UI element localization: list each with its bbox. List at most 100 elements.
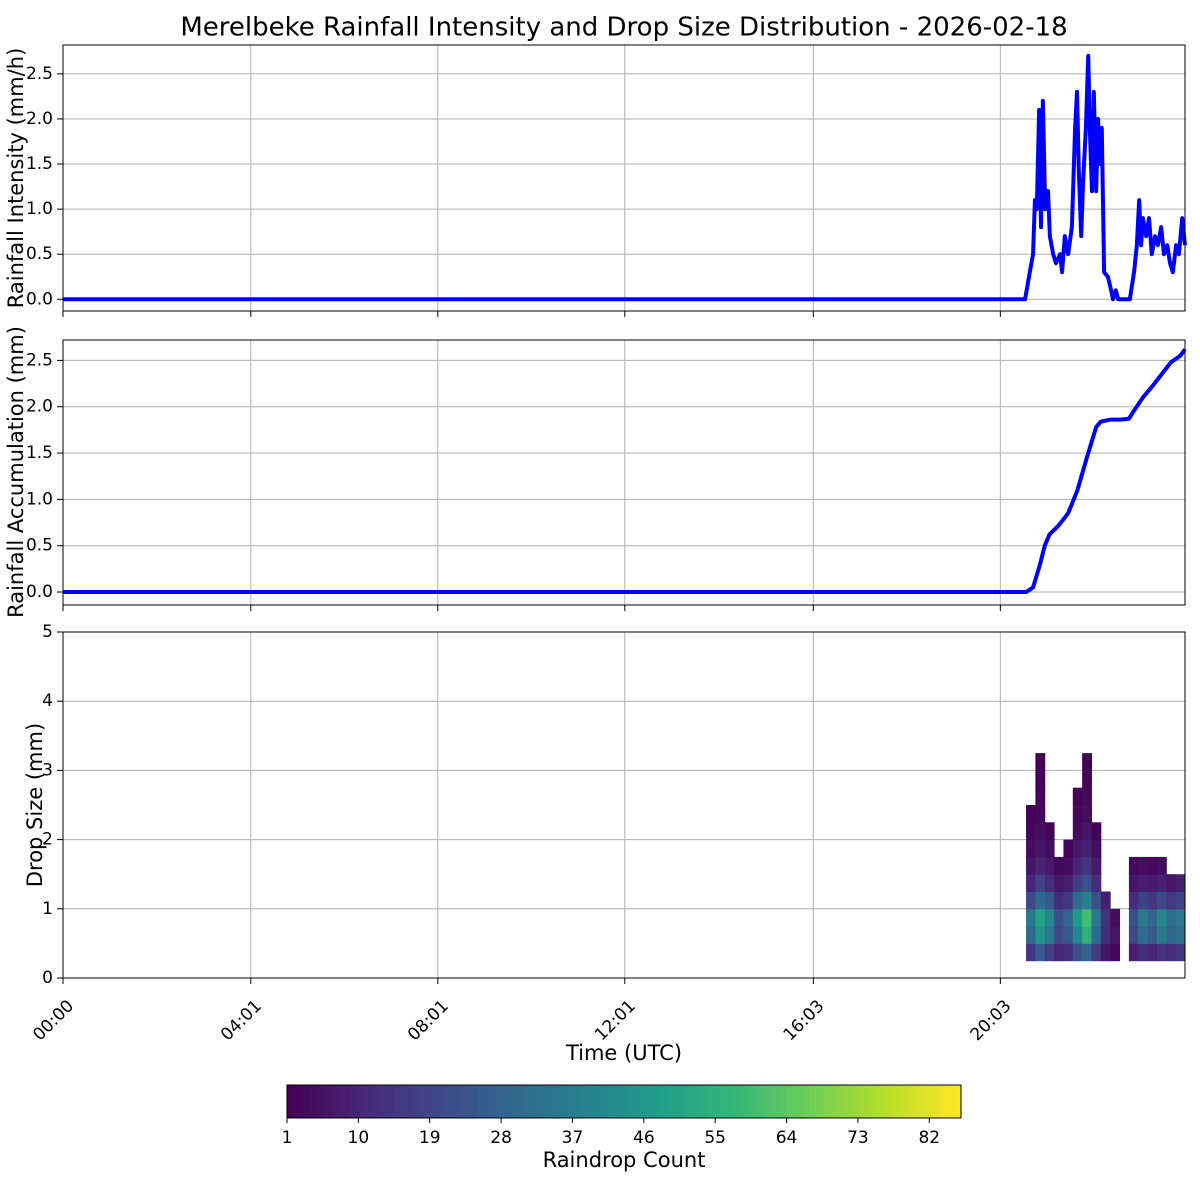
y-tick-label: 0.5: [26, 244, 53, 264]
colorbar-swatch: [893, 1085, 900, 1118]
y-tick-label: 0: [42, 968, 53, 988]
plot-frame: [62, 44, 1186, 312]
colorbar-swatch: [545, 1085, 552, 1118]
colorbar-swatch: [562, 1085, 569, 1118]
colorbar-swatch: [511, 1085, 518, 1118]
colorbar-tick-label: 82: [918, 1128, 940, 1148]
colorbar-swatch: [910, 1085, 917, 1118]
colorbar-swatch: [388, 1085, 395, 1118]
heatmap-cell: [1082, 874, 1092, 892]
heatmap-cell: [1072, 839, 1083, 858]
heatmap-cell: [1091, 943, 1102, 962]
colorbar-swatch: [949, 1085, 956, 1118]
colorbar-tick-label: 10: [348, 1128, 370, 1148]
heatmap-cell: [1054, 943, 1064, 962]
colorbar-swatch: [764, 1085, 771, 1118]
heatmap-cell: [1138, 926, 1149, 944]
colorbar-swatch: [590, 1085, 597, 1118]
heatmap-cell: [1082, 822, 1092, 841]
colorbar-swatch: [736, 1085, 743, 1118]
colorbar-swatch: [337, 1085, 344, 1118]
heatmap-cell: [1082, 943, 1092, 962]
colorbar-swatch: [753, 1085, 760, 1118]
heatmap-cell: [1175, 874, 1186, 892]
colorbar-swatch: [859, 1085, 867, 1118]
colorbar-swatch: [657, 1085, 664, 1118]
heatmap-cell: [1175, 926, 1186, 944]
x-tick-label: 12:01: [591, 996, 640, 1045]
colorbar-swatch: [556, 1085, 563, 1118]
y-tick-label: 2.5: [26, 64, 53, 84]
x-axis-label: Time (UTC): [565, 1041, 682, 1065]
colorbar-swatch: [427, 1085, 434, 1118]
heatmap-cell: [1128, 874, 1139, 892]
colorbar-swatch: [944, 1085, 951, 1118]
heatmap-cell: [1044, 839, 1055, 858]
y-tick-label: 2.0: [26, 109, 53, 129]
colorbar-swatch: [309, 1085, 316, 1118]
y-tick-label: 2: [42, 830, 53, 850]
colorbar-swatch: [438, 1085, 445, 1118]
heatmap-cell: [1156, 943, 1167, 962]
colorbar-tick-label: 73: [847, 1128, 869, 1148]
colorbar-swatch: [713, 1085, 721, 1118]
heatmap-cell: [1091, 856, 1102, 875]
colorbar-swatch: [674, 1085, 681, 1118]
colorbar-swatch: [932, 1085, 940, 1118]
colorbar-swatch: [601, 1085, 608, 1118]
y-tick-label: 1.0: [26, 199, 53, 219]
colorbar-swatch: [770, 1085, 777, 1118]
y-tick-label: 5: [42, 622, 53, 642]
colorbar-swatch: [635, 1085, 642, 1118]
heatmap-cell: [1035, 856, 1046, 875]
colorbar-tick-label: 19: [419, 1128, 441, 1148]
rain-line: [63, 53, 1187, 302]
colorbar-swatch: [719, 1085, 726, 1118]
heatmap-cell: [1026, 805, 1036, 823]
colorbar-swatch: [652, 1085, 659, 1118]
colorbar-swatch: [534, 1085, 541, 1118]
heatmap-cell: [1138, 943, 1149, 962]
y-tick-label: 0.5: [26, 536, 53, 556]
colorbar-swatch: [382, 1085, 389, 1118]
colorbar-swatch: [371, 1085, 378, 1118]
y-axis-label: Rainfall Accumulation (mm): [4, 326, 28, 618]
heatmap-cell: [1072, 856, 1083, 875]
colorbar-swatch: [315, 1085, 322, 1118]
heatmap-cell: [1156, 891, 1167, 910]
heatmap-cell: [1082, 891, 1092, 910]
heatmap-cell: [1026, 822, 1036, 841]
colorbar-swatch: [365, 1085, 372, 1118]
colorbar-swatch: [916, 1085, 923, 1118]
colorbar-swatch: [837, 1085, 844, 1118]
colorbar-swatch: [803, 1085, 810, 1118]
heatmap-cell: [1063, 926, 1074, 944]
heatmap-cell: [1175, 908, 1186, 927]
colorbar-swatch: [584, 1085, 591, 1118]
y-tick-label: 4: [42, 691, 53, 711]
colorbar-swatch: [876, 1085, 883, 1118]
heatmap-cell: [1044, 856, 1055, 875]
heatmap-cell: [1082, 926, 1092, 944]
colorbar-swatch: [826, 1085, 833, 1118]
colorbar-swatch: [955, 1085, 962, 1118]
colorbar-swatch: [550, 1085, 558, 1118]
heatmap-cell: [1156, 856, 1167, 875]
colorbar-swatch: [326, 1085, 333, 1118]
heatmap-cell: [1082, 770, 1092, 789]
colorbar-swatch: [494, 1085, 502, 1118]
heatmap-cell: [1100, 908, 1111, 927]
heatmap-cell: [1082, 908, 1092, 927]
heatmap-cell: [1128, 943, 1139, 962]
colorbar-swatch: [798, 1085, 805, 1118]
y-tick-label: 0.0: [26, 582, 53, 602]
heatmap-cell: [1166, 908, 1177, 927]
colorbar-swatch: [927, 1085, 934, 1118]
heatmap-cell: [1072, 908, 1083, 927]
colorbar-swatch: [697, 1085, 704, 1118]
colorbar-swatch: [831, 1085, 839, 1118]
heatmap-cell: [1128, 908, 1139, 927]
colorbar-swatch: [298, 1085, 305, 1118]
heatmap-cell: [1063, 891, 1074, 910]
colorbar-tick-label: 46: [633, 1128, 655, 1148]
